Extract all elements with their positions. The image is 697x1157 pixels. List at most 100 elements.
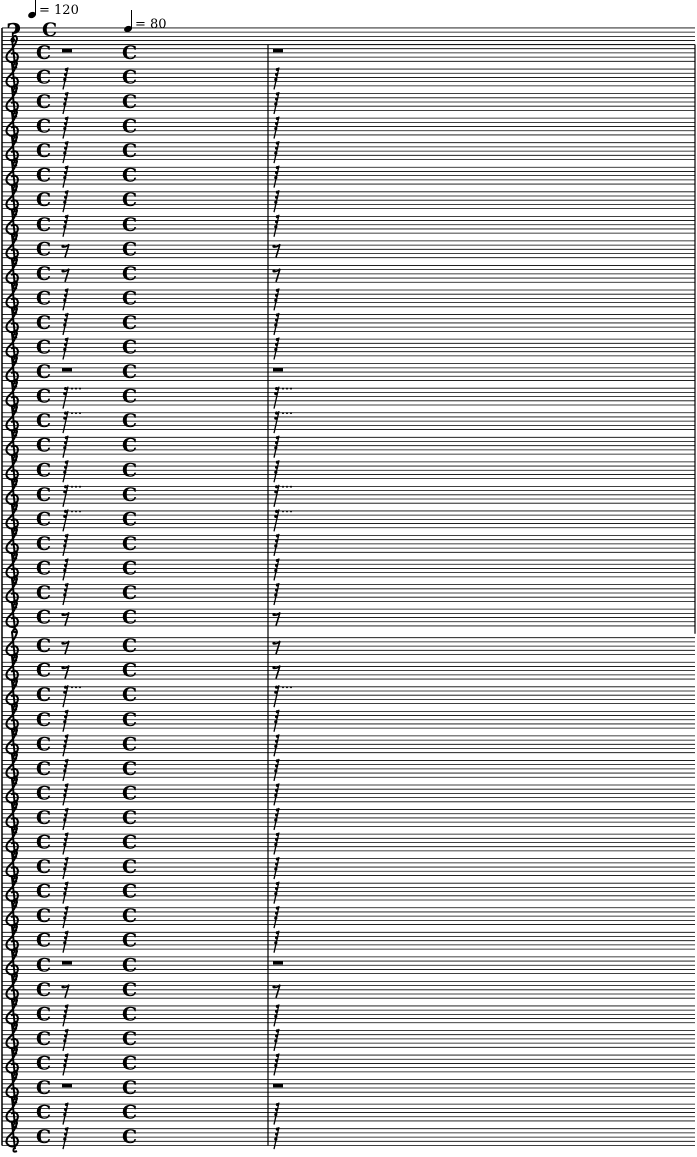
augmentation-dot: [79, 686, 81, 689]
rest-measure-2-flag: [274, 568, 278, 573]
augmentation-dot: [75, 510, 77, 513]
augmentation-dot: [79, 387, 81, 390]
time-signature: C: [36, 214, 51, 236]
quarter-note-icon: [28, 0, 37, 18]
rest-measure-2-flag: [274, 690, 278, 694]
rest-measure-1-flag: [64, 411, 68, 415]
rest-measure-1-flag: [63, 1014, 67, 1018]
time-signature: C: [36, 263, 51, 285]
rest-measure-1-flag: [64, 685, 68, 689]
rest-measure-2-flag: [275, 318, 279, 322]
augmentation-dot: [286, 686, 288, 689]
rest-measure-1-dot: [61, 269, 65, 273]
rest-measure-1-flag: [64, 887, 68, 891]
augmentation-dot: [286, 387, 288, 390]
rest-measure-1-flag: [64, 710, 68, 714]
rest-measure-1: [62, 1083, 72, 1088]
augmentation-dot: [79, 485, 81, 488]
time-signature: C: [36, 238, 51, 260]
rest-measure-2-flag: [274, 200, 278, 204]
rest-measure-2-flag: [275, 588, 279, 592]
rest-measure-1-flag: [64, 764, 68, 768]
quarter-note-icon: [124, 10, 133, 32]
rest-measure-2-flag: [275, 465, 279, 469]
time-signature: C: [122, 287, 137, 309]
rest-measure-2-flag: [275, 783, 279, 788]
time-signature: C: [36, 1077, 51, 1099]
rest-measure-2-flag: [274, 416, 278, 420]
rest-measure-2-flag: [275, 764, 279, 768]
time-signature: C: [122, 42, 137, 64]
time-signature: C: [122, 1028, 137, 1050]
augmentation-dot: [79, 510, 81, 513]
rest-measure-1-flag: [64, 288, 68, 292]
rest-measure-2-flag: [274, 1063, 278, 1068]
rest-measure-2-flag: [275, 1107, 279, 1112]
augmentation-dot: [71, 485, 73, 488]
time-signature: C: [122, 459, 137, 481]
rest-measure-2-flag: [275, 436, 279, 440]
time-signature: C: [36, 954, 51, 976]
augmentation-dot: [75, 387, 77, 390]
time-signature: C: [36, 287, 51, 309]
rest-measure-1-flag: [64, 734, 68, 738]
rest-measure-1: [62, 386, 69, 409]
rest-measure-1-flag: [64, 318, 68, 322]
rest-measure-2-flag: [274, 941, 278, 945]
augmentation-dot: [286, 510, 288, 513]
augmentation-dot: [290, 485, 292, 488]
time-signature: C: [36, 660, 51, 682]
rest-measure-1-flag: [63, 1137, 67, 1141]
time-signature: C: [36, 979, 51, 1001]
rest-measure-2-dot: [272, 269, 276, 273]
time-signature: C: [36, 856, 51, 878]
rest-measure-1-flag: [64, 783, 68, 788]
rest-measure-1: [62, 48, 72, 53]
rest-measure-2-flag: [275, 97, 279, 101]
time-signature: C: [36, 733, 51, 755]
augmentation-dot: [290, 686, 292, 689]
augmentation-dot: [75, 485, 77, 488]
rest-measure-2-flag: [275, 166, 279, 170]
rest-measure-1-flag: [63, 720, 67, 724]
rest-measure-1-flag: [64, 558, 68, 563]
time-signature: C: [36, 709, 51, 731]
rest-measure-1-flag: [63, 769, 67, 773]
rest-measure-2-flag: [275, 313, 279, 317]
rest-measure-2: [273, 48, 283, 53]
time-signature: C: [122, 66, 137, 88]
rest-measure-1-dot: [61, 641, 65, 645]
time-signature: C: [36, 557, 51, 579]
rest-measure-1-flag: [64, 116, 68, 121]
rest-measure-2-flag: [274, 593, 278, 597]
rest-measure-1-flag: [64, 1053, 68, 1058]
rest-measure-1-flag: [64, 1102, 68, 1107]
rest-measure-1-flag: [63, 392, 67, 396]
rest-measure-2-flag: [274, 126, 278, 131]
time-signature: C: [122, 979, 137, 1001]
rest-measure-1-flag: [64, 534, 68, 538]
rest-measure-1: [62, 367, 72, 372]
time-signature: C: [122, 238, 137, 260]
rest-measure-2-flag: [274, 818, 278, 822]
rest-measure-1-flag: [64, 387, 68, 391]
time-signature: C: [36, 410, 51, 432]
rest-measure-1-flag: [63, 842, 67, 847]
rest-measure-1-flag: [64, 441, 68, 445]
tempo-mark-120: = 120: [28, 0, 79, 18]
rest-measure-1-flag: [63, 867, 67, 871]
rest-measure-1-flag: [64, 1127, 68, 1131]
rest-measure-2-flag: [275, 808, 279, 812]
time-signature: C: [36, 832, 51, 854]
rest-measure-2-dot: [272, 985, 276, 989]
rest-measure-2-flag: [275, 509, 279, 513]
rest-measure-2: [273, 411, 280, 434]
rest-measure-1-flag: [64, 436, 68, 440]
augmentation-dot: [71, 510, 73, 513]
rest-measure-1-flag: [63, 1112, 67, 1117]
augmentation-dot: [282, 686, 284, 689]
time-signature: C: [36, 508, 51, 530]
time-signature: C: [36, 533, 51, 555]
rest-measure-1-flag: [63, 1063, 67, 1068]
rest-measure-1-flag: [63, 544, 67, 548]
